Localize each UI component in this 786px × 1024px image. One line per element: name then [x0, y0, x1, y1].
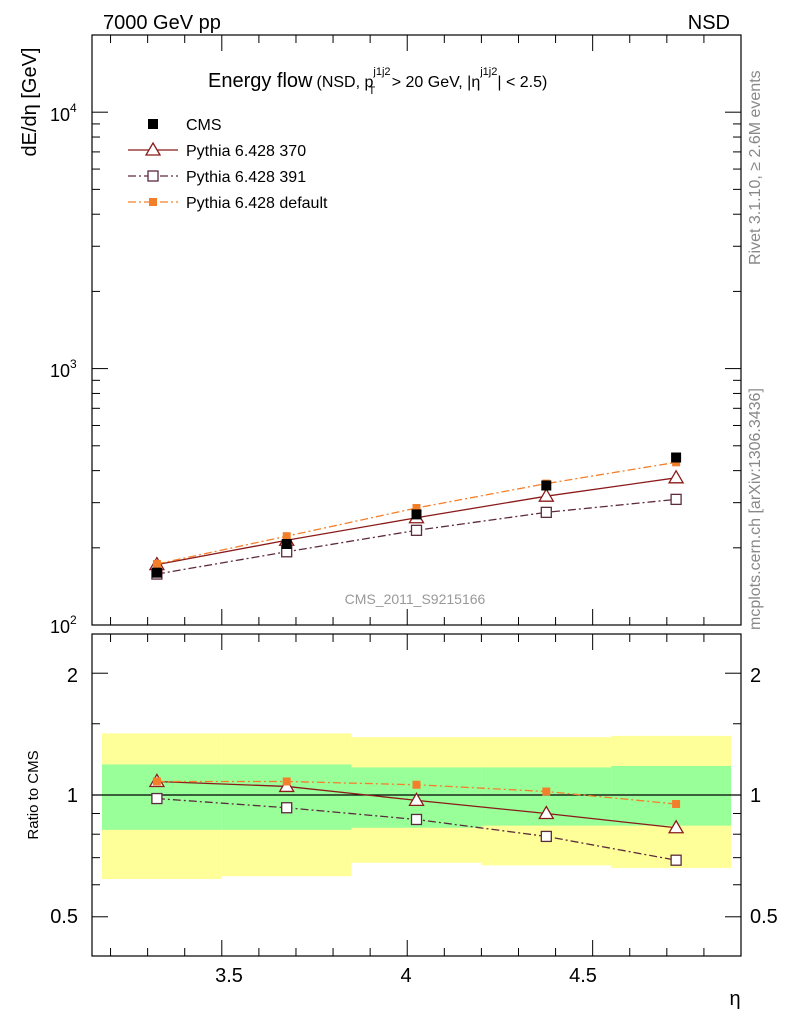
- legend-label-default: Pythia 6.428 default: [186, 195, 328, 212]
- data-point: [282, 777, 291, 786]
- main-y-tick-label: 103: [50, 357, 77, 381]
- ratio-y-tick-labels-right: 0.5 1 2: [750, 665, 778, 928]
- plot-title: Energy flow (NSD, pj1j2 T > 20 GeV, |ηj1j2…: [208, 66, 547, 97]
- plot-title-pt-sup: j1j2: [372, 66, 390, 78]
- ratio-y-tick-label-right: 0.5: [750, 906, 778, 928]
- legend-marker-cms: [148, 119, 158, 129]
- data-point: [540, 830, 552, 843]
- main-y-tick-labels: 102 103 104: [50, 101, 77, 637]
- axis-ticks: [92, 34, 742, 957]
- series-layer: [148, 452, 685, 866]
- ratio-y-tick-label-right: 2: [750, 665, 761, 687]
- legend-label-cms: CMS: [186, 117, 222, 134]
- data-point: [408, 792, 425, 807]
- main-y-tick-exp: 2: [70, 613, 77, 627]
- data-point: [281, 802, 293, 814]
- data-point: [670, 854, 682, 866]
- rivet-version-label: Rivet 3.1.10, ≥ 2.6M events: [747, 70, 764, 265]
- main-y-tick-label: 102: [50, 613, 77, 637]
- ratio-y-tick-labels-left: 0.5 1 2: [50, 665, 78, 928]
- x-axis-label: η: [729, 988, 740, 1010]
- ratio-y-tick-label: 0.5: [50, 906, 78, 928]
- main-panel-frame: [91, 34, 742, 626]
- band-stat: [611, 765, 731, 826]
- legend-marker-default: [149, 198, 157, 206]
- uncertainty-bands: [102, 733, 731, 879]
- main-y-tick-base: 10: [50, 361, 70, 381]
- data-point: [540, 506, 552, 519]
- data-point: [410, 524, 423, 536]
- x-tick-labels: 3.5 4 4.5: [215, 965, 597, 987]
- band-stat: [221, 764, 352, 830]
- ratio-y-tick-label: 1: [67, 785, 78, 807]
- data-point: [411, 509, 422, 520]
- analysis-watermark: CMS_2011_S9215166: [345, 591, 486, 607]
- data-point: [412, 503, 421, 512]
- data-point: [281, 538, 292, 549]
- main-y-axis-label: dE/dη [GeV]: [19, 48, 41, 157]
- legend-marker-391: [147, 170, 159, 182]
- x-tick-label: 3.5: [215, 965, 243, 987]
- data-point: [541, 480, 552, 491]
- data-point: [151, 567, 162, 578]
- plot-title-main: Energy flow: [208, 70, 313, 92]
- data-point: [542, 787, 551, 796]
- plot-title-detail: (NSD, p: [317, 74, 374, 91]
- data-point: [538, 487, 555, 502]
- plot-title-detail-mid: > 20 GeV, |η: [387, 74, 480, 91]
- x-tick-label: 4: [400, 965, 411, 987]
- mcplots-reference-label: mcplots.cern.ch [arXiv:1306.3436]: [747, 388, 764, 630]
- data-point: [667, 469, 685, 484]
- ratio-y-tick-label: 2: [67, 665, 78, 687]
- main-y-tick-base: 10: [50, 105, 70, 125]
- data-point: [151, 792, 163, 805]
- plot-title-eta-sup: j1j2: [479, 66, 497, 78]
- main-y-tick-label: 104: [50, 101, 77, 125]
- data-point: [670, 493, 682, 506]
- main-y-tick-exp: 4: [70, 101, 77, 115]
- main-y-tick-exp: 3: [70, 357, 77, 371]
- legend-marker-370: [144, 141, 162, 156]
- header-energy-label: 7000 GeV pp: [103, 12, 221, 34]
- main-y-tick-base: 10: [50, 617, 70, 637]
- data-point: [152, 559, 161, 568]
- legend: CMS Pythia 6.428 370 Pythia 6.428 391 Py…: [128, 117, 328, 212]
- data-point: [667, 819, 685, 834]
- ratio-y-tick-label-right: 1: [750, 785, 761, 807]
- legend-label-391: Pythia 6.428 391: [186, 169, 306, 186]
- data-point: [412, 780, 421, 789]
- data-point: [282, 532, 291, 541]
- data-point: [152, 777, 161, 786]
- plot-title-detail-close: | < 2.5): [497, 74, 547, 91]
- x-tick-label: 4.5: [569, 965, 597, 987]
- data-point: [672, 800, 681, 809]
- header-process-label: NSD: [688, 12, 730, 34]
- ratio-y-axis-label: Ratio to CMS: [25, 750, 42, 839]
- data-point: [410, 813, 423, 826]
- data-point: [538, 805, 555, 820]
- legend-label-370: Pythia 6.428 370: [186, 143, 306, 160]
- plot-title-pt-sub: T: [369, 85, 376, 97]
- data-point: [671, 452, 682, 463]
